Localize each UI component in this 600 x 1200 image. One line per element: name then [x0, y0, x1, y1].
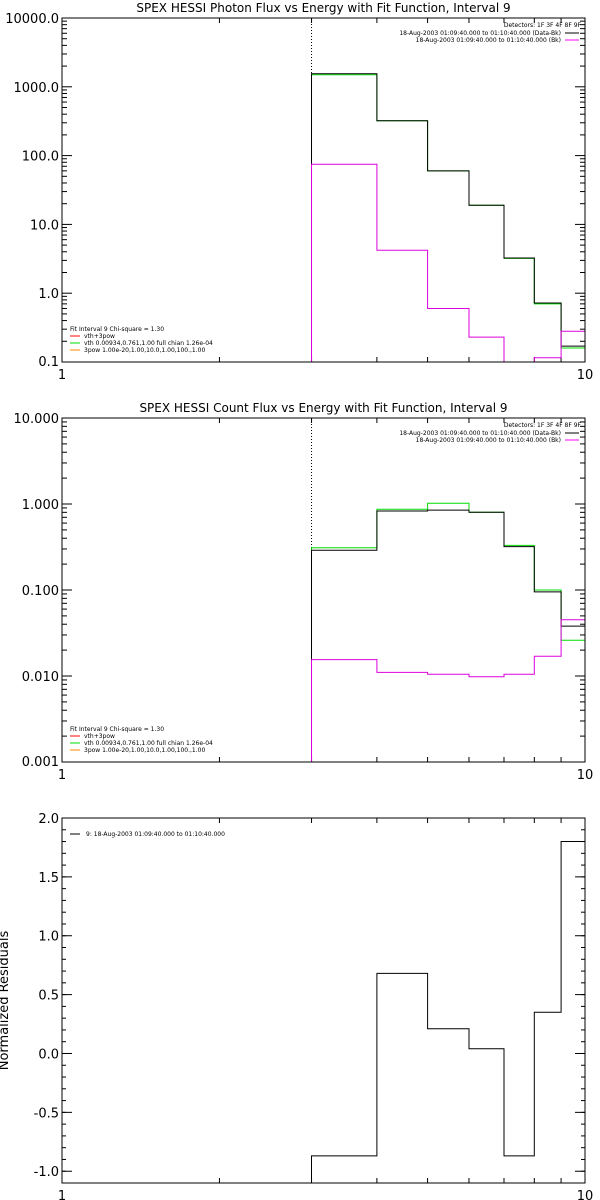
x-tick-label: 1	[58, 1189, 66, 1200]
detectors-label: Detectors: 1F 3F 4F 8F 9F	[504, 22, 582, 29]
y-tick-label: 1.0	[38, 930, 59, 945]
y-tick-label: 1000.0	[14, 81, 60, 96]
series-0-line	[311, 502, 585, 762]
x-tick-label: 10	[577, 768, 594, 783]
y-tick-label: 0.010	[22, 670, 59, 685]
legend-left-entry: 3pow 1.00e-20,1.00,10.0,1.00,100.,1.00	[84, 347, 205, 354]
x-tick-label: 1	[58, 368, 66, 383]
y-tick-label: 1.000	[22, 498, 59, 513]
y-tick-label: 1.0	[38, 287, 59, 302]
y-tick-label: 10.000	[14, 412, 60, 427]
series-1-line	[311, 73, 585, 362]
y-tick-label: 10.0	[30, 218, 59, 233]
y-tick-label: 1.5	[38, 871, 59, 886]
legend-right-entry: 18-Aug-2003 01:09:40.000 to 01:10:40.000…	[399, 430, 561, 437]
legend-left-entry: vth 0.00934,0.761,1.00 full chian 1.26e-…	[84, 340, 213, 347]
legend-right-entry: 18-Aug-2003 01:09:40.000 to 01:10:40.000…	[416, 437, 561, 444]
y-tick-label: 2.0	[38, 812, 59, 827]
y-axis-label: Normalized Residuals	[0, 931, 12, 1071]
y-tick-label: 0.100	[22, 584, 59, 599]
series-2-line	[311, 619, 585, 762]
legend-left-entry: vth+3pow	[84, 733, 115, 740]
legend-left-entry: 3pow 1.00e-20,1.00,10.0,1.00,100.,1.00	[84, 747, 205, 754]
plot-frame	[61, 417, 586, 763]
y-tick-label: -1.0	[34, 1165, 59, 1180]
legend-right-entry: 18-Aug-2003 01:09:40.000 to 01:10:40.000…	[416, 37, 561, 44]
y-tick-label: 10000.0	[5, 12, 59, 27]
y-tick-label: 0.1	[38, 355, 59, 370]
count-chart: SPEX HESSI Count Flux vs Energy with Fit…	[14, 401, 594, 783]
legend-left-entry: vth 0.00934,0.761,1.00 full chian 1.26e-…	[84, 740, 213, 747]
y-tick-label: 0.001	[22, 755, 59, 770]
x-tick-label: 10	[577, 368, 594, 383]
series-0-line	[311, 74, 585, 362]
legend-left-entry: 9: 18-Aug-2003 01:09:40.000 to 01:10:40.…	[86, 831, 225, 838]
legend-left-entry: vth+3pow	[84, 333, 115, 340]
x-tick-label: 10	[577, 1189, 594, 1200]
detectors-label: Detectors: 1F 3F 4F 8F 9F	[504, 422, 582, 429]
y-tick-label: 0.0	[38, 1047, 59, 1062]
legend-left-entry: Fit Interval 9 Chi-square = 1.30	[70, 326, 164, 333]
photon-chart: SPEX HESSI Photon Flux vs Energy with Fi…	[5, 1, 593, 383]
y-tick-label: 100.0	[22, 150, 59, 165]
plot-frame	[61, 817, 586, 1184]
y-tick-label: 0.5	[38, 989, 59, 1004]
plot-frame	[61, 17, 586, 363]
legend-left-entry: Fit Interval 9 Chi-square = 1.30	[70, 726, 164, 733]
chart-title: SPEX HESSI Count Flux vs Energy with Fit…	[139, 401, 507, 415]
y-tick-label: -0.5	[34, 1106, 59, 1121]
resid-chart: Normalized Residuals -1.0 -0.5 0.0 0.5 1.0 1.5…	[0, 812, 593, 1200]
legend-right-entry: 18-Aug-2003 01:09:40.000 to 01:10:40.000…	[399, 30, 561, 37]
chart-title: SPEX HESSI Photon Flux vs Energy with Fi…	[136, 1, 510, 15]
x-tick-label: 1	[58, 768, 66, 783]
series-2-line	[311, 163, 585, 363]
series-0-line	[311, 841, 585, 1183]
series-1-line	[311, 509, 585, 762]
